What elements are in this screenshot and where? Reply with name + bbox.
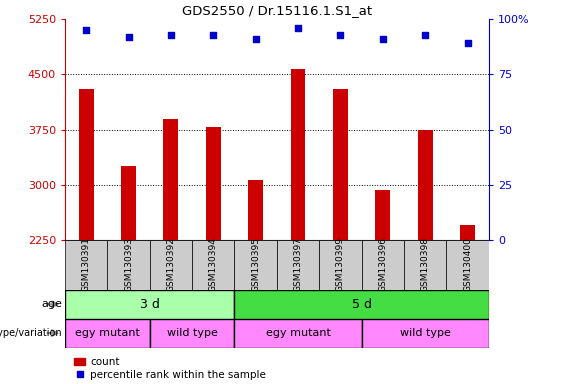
Point [124,34,133,40]
Bar [65,240,107,290]
Point [82,27,91,33]
Point [420,31,430,38]
Text: wild type: wild type [399,328,451,338]
Bar [65,319,150,348]
Bar [333,89,348,240]
Bar [446,240,489,290]
Text: egy mutant: egy mutant [75,328,140,338]
Bar [234,319,362,348]
Point [251,36,260,42]
Point [294,25,303,31]
Text: egy mutant: egy mutant [266,328,331,338]
Bar [65,290,234,319]
Bar [234,290,489,319]
Legend: count, percentile rank within the sample: count, percentile rank within the sample [70,353,270,384]
Point [336,31,345,38]
Text: GSM130394: GSM130394 [209,238,218,292]
Bar [150,240,192,290]
Bar [150,319,234,348]
Bar [107,240,150,290]
Text: age: age [41,299,62,310]
Point [379,36,388,42]
Text: 5 d: 5 d [351,298,372,311]
Text: wild type: wild type [167,328,218,338]
Bar [121,166,136,240]
Bar [192,240,234,290]
Bar [404,240,446,290]
Point [209,31,218,38]
Bar [319,240,362,290]
Point [167,31,176,38]
Text: GSM130398: GSM130398 [421,237,429,293]
Point [463,40,472,46]
Text: 3 d: 3 d [140,298,160,311]
Bar [248,180,263,240]
Bar [206,127,221,240]
Bar [79,89,94,240]
Text: GSM130399: GSM130399 [336,237,345,293]
Bar [375,190,390,240]
Bar [163,119,179,240]
Bar [290,68,306,240]
Text: GSM130397: GSM130397 [294,237,302,293]
Bar [362,319,489,348]
Bar [418,130,433,240]
Text: GSM130395: GSM130395 [251,237,260,293]
Bar [362,240,404,290]
Text: GSM130393: GSM130393 [124,237,133,293]
Bar [460,225,475,240]
Title: GDS2550 / Dr.15116.1.S1_at: GDS2550 / Dr.15116.1.S1_at [182,3,372,17]
Bar [277,240,319,290]
Bar [234,240,277,290]
Text: GSM130392: GSM130392 [167,238,175,292]
Text: genotype/variation: genotype/variation [0,328,62,338]
Text: GSM130400: GSM130400 [463,238,472,292]
Text: GSM130391: GSM130391 [82,237,90,293]
Text: GSM130396: GSM130396 [379,237,387,293]
